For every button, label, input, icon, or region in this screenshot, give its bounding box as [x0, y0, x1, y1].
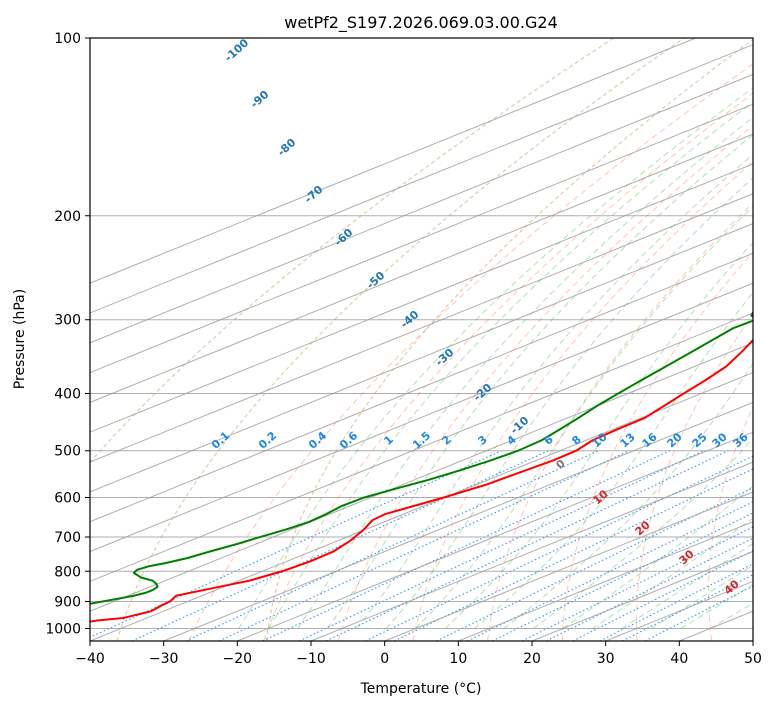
mixing-ratio-line	[546, 537, 753, 641]
x-tick-label: −20	[223, 651, 253, 667]
mixing-ratio-line	[90, 450, 502, 638]
y-tick-label: 600	[54, 490, 81, 506]
x-tick-label: 40	[670, 651, 688, 667]
isotherm-grid-line	[90, 133, 753, 403]
isotherm-grid-line	[90, 193, 753, 463]
mixing-ratio-line	[218, 450, 630, 641]
dry-adiabat	[487, 202, 753, 641]
moist-adiabat	[238, 87, 753, 629]
moist-adiabat	[267, 101, 753, 629]
ice-isentrope	[266, 38, 753, 641]
x-tick-label: −10	[296, 651, 326, 667]
moist-adiabat	[326, 134, 753, 629]
isotherm-grid-line	[90, 372, 753, 641]
isotherm-grid-line	[90, 44, 753, 314]
isotherm-grid-line	[384, 491, 753, 641]
x-axis-label: Temperature (°C)	[360, 681, 482, 697]
isotherm-grid-line	[163, 401, 753, 641]
isotherm-grid-line	[90, 312, 753, 582]
moist-adiabat	[415, 205, 753, 629]
isotherm-grid-line	[90, 73, 753, 344]
moist-adiabat	[562, 485, 753, 629]
x-tick-label: 50	[744, 651, 762, 667]
isotherm-grid-line	[90, 282, 753, 553]
moist-adiabat	[533, 437, 753, 629]
x-tick-label: 20	[523, 651, 541, 667]
dry-adiabat	[636, 313, 753, 641]
y-tick-label: 100	[54, 31, 81, 47]
mixing-ratio-line	[572, 550, 753, 641]
x-tick-label: 10	[449, 651, 467, 667]
dry-adiabat	[561, 251, 753, 641]
isotherm-grid-line	[90, 222, 753, 493]
chart-title: wetPf2_S197.2026.069.03.00.G24	[284, 13, 558, 33]
y-tick-label: 900	[54, 594, 81, 610]
temperature-profile	[90, 338, 753, 623]
dry-adiabat	[263, 92, 753, 641]
moist-adiabat	[385, 177, 753, 629]
y-tick-label: 800	[54, 564, 81, 580]
dry-adiabat	[337, 124, 753, 641]
plot-frame	[89, 37, 754, 642]
y-tick-label: 700	[54, 530, 81, 546]
y-axis: 100 200 300 400 500 600 700 800 900 1000	[45, 31, 90, 637]
x-tick-label: −40	[75, 651, 105, 667]
grid	[90, 38, 753, 641]
y-tick-label: 500	[54, 444, 81, 460]
ice-isentrope	[90, 38, 615, 464]
y-tick-label: 200	[54, 209, 81, 225]
y-axis-label: Pressure (hPa)	[12, 289, 28, 389]
background-lines	[90, 38, 753, 641]
moist-adiabat	[444, 242, 753, 629]
isotherm-grid-line	[90, 342, 753, 612]
ice-isentrope	[116, 38, 685, 641]
isotherm-grid-line	[90, 163, 753, 433]
y-tick-label: 1000	[45, 621, 81, 637]
x-tick-label: −30	[149, 651, 179, 667]
isotherm-grid-line	[90, 103, 753, 374]
mixing-ratio-line	[365, 455, 753, 641]
dewpoint-profile	[90, 310, 753, 605]
y-tick-label: 300	[54, 313, 81, 329]
mixing-ratio-line	[131, 450, 549, 641]
x-tick-label: 0	[380, 651, 389, 667]
isotherm-grid-line	[90, 252, 753, 523]
moist-adiabat	[356, 153, 753, 629]
isotherm-grid-line	[310, 461, 753, 641]
dry-adiabat	[188, 63, 753, 641]
mixing-ratio-line	[299, 450, 704, 641]
moist-adiabat	[474, 291, 753, 629]
mixing-ratio-line	[521, 526, 753, 641]
y-tick-label: 400	[54, 387, 81, 403]
isotherm-grid-line	[237, 431, 753, 641]
x-axis: −40 −30 −20 −10 0 10 20 30 40 50	[75, 641, 762, 667]
profile-series	[90, 310, 753, 623]
isotherm-grid-line	[90, 38, 696, 284]
moist-adiabat	[680, 584, 753, 629]
isotherm-grid-line	[458, 521, 753, 641]
x-tick-label: 30	[597, 651, 615, 667]
moist-adiabat	[297, 116, 753, 629]
